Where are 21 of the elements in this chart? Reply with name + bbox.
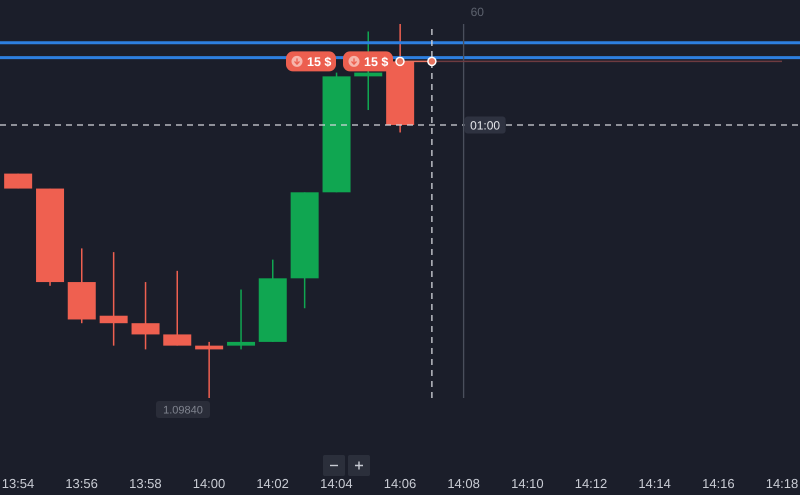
x-tick-label: 13:56: [65, 476, 98, 491]
x-tick-label: 14:16: [702, 476, 735, 491]
candlestick: [100, 251, 128, 346]
x-tick-label: 13:58: [129, 476, 162, 491]
text: 60: [470, 5, 484, 19]
x-tick-label: 14:10: [511, 476, 544, 491]
candlestick: [195, 341, 224, 399]
x-tick-label: 14:14: [638, 476, 671, 491]
x-tick-label: 14:02: [256, 476, 289, 491]
x-tick-label: 14:08: [447, 476, 480, 491]
x-tick-label: 14:12: [574, 476, 608, 491]
ref-line-label: 01:00: [470, 118, 500, 132]
x-tick-label: 14:06: [384, 476, 416, 491]
x-tick-label: 14:18: [766, 476, 798, 491]
annotation: 15 $: [364, 54, 388, 69]
x-tick-label: 13:54: [2, 476, 34, 491]
annotation: 15 $: [307, 54, 332, 69]
annotation: 1.09840: [163, 404, 203, 416]
x-tick-label: 14:04: [320, 476, 353, 491]
x-tick-label: 14:00: [192, 476, 226, 491]
candlestick: [227, 288, 256, 350]
